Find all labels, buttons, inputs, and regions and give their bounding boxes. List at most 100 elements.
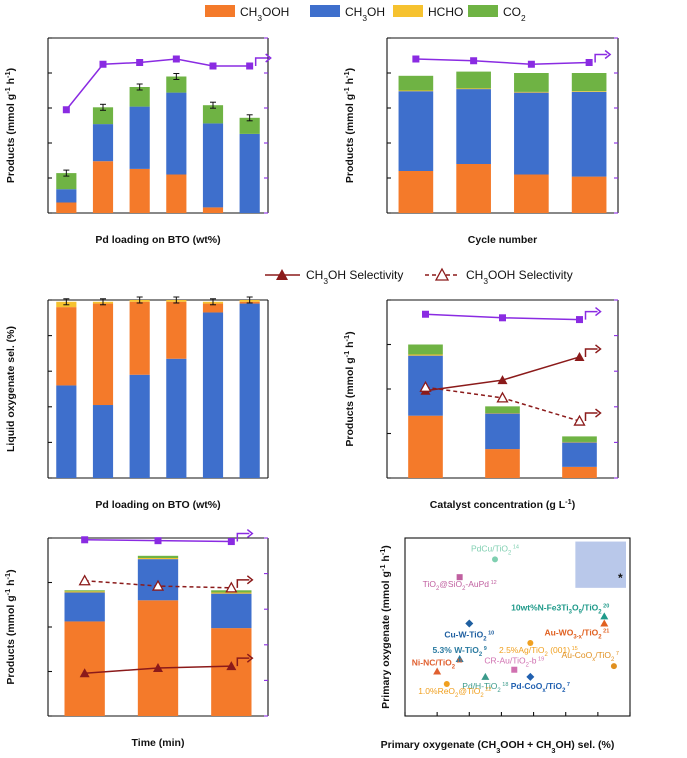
scatter-point	[526, 672, 535, 681]
legend-label-co2: CO2	[503, 5, 526, 23]
bar-ch3ooh	[456, 164, 491, 213]
axis-arrow-head	[595, 306, 602, 317]
scatter-label: Ni-NC/TiO2 11	[412, 658, 463, 671]
scatter-label: 2.5%Ag/TiO2 (001) 15	[499, 645, 578, 658]
panel-a: Products (mmol g-1 h-1) Pd loading on BTO…	[3, 37, 272, 246]
liquid-axis-arrow-head	[246, 653, 254, 663]
y-axis-label: Products (mmol g-1 h-1)	[3, 569, 18, 684]
bar-ch3oh	[398, 91, 434, 171]
bar-ch3oh	[485, 413, 520, 450]
mid-legend: CH3OH Selectivity CH3OOH Selectivity	[265, 267, 573, 286]
plot-frame	[404, 537, 631, 717]
bar-hcho	[485, 413, 520, 414]
scatter-label: TiO2@SiO2-AuPd 12	[423, 579, 497, 592]
bar-ch3ooh	[129, 168, 150, 213]
scatter-label: 10wt%N-Fe3Ti3O9/TiO2 20	[511, 602, 609, 615]
bar-hcho	[408, 354, 443, 356]
bar-co2	[202, 105, 224, 124]
legend-swatch-co2	[468, 5, 498, 17]
y-axis-label: Products (mmol g-1 h-1)	[342, 68, 357, 183]
scatter-label: 5.3% W-TiO2 9	[432, 645, 486, 658]
x-axis-label: Primary oxygenate (CH3OOH + CH3OH) sel. …	[381, 739, 615, 755]
selectivity-point	[576, 316, 583, 324]
bar-hcho	[562, 441, 597, 443]
bar-co2	[56, 173, 77, 190]
legend-label-ch3oh-sel: CH3OH Selectivity	[306, 268, 403, 286]
bar-ch3oh	[202, 123, 224, 208]
bar-ch3oh	[92, 405, 114, 478]
scatter-label: 1.0%ReO2@TiO2 22	[418, 686, 491, 699]
ch3ooh-selectivity-point	[151, 579, 165, 591]
axis-arrow	[236, 532, 250, 542]
scatter-label: Pd/H-TiO2 18	[462, 681, 508, 694]
bar-hcho	[456, 88, 491, 90]
axis-arrow-head	[265, 53, 272, 63]
bar-co2	[408, 344, 443, 355]
bar-ch3oh	[562, 442, 597, 467]
selectivity-point	[246, 62, 254, 70]
x-axis-label: Time (min)	[132, 737, 185, 749]
legend-label-ch3ooh: CH3OOH	[240, 5, 289, 23]
bar-co2	[571, 73, 607, 92]
selectivity-line	[65, 58, 250, 111]
y-axis-label: Primary oxygenate (mmol g-1 h-1)	[378, 545, 393, 709]
selectivity-point	[136, 59, 144, 66]
bar-co2	[398, 75, 434, 91]
selectivity-point	[499, 314, 506, 322]
bar-ch3oh	[166, 358, 187, 478]
panel-d: Products (mmol g-1 h-1) Catalyst concentr…	[342, 299, 619, 511]
ch3oh-selectivity-point	[226, 661, 237, 671]
bar-ch3oh	[137, 559, 179, 601]
selectivity-point	[470, 57, 478, 65]
bar-ch3oh	[211, 593, 252, 629]
bar-ch3ooh	[514, 174, 549, 213]
bar-ch3oh	[129, 374, 150, 478]
liquid-axis-arrow	[236, 657, 250, 667]
bar-co2	[137, 555, 179, 559]
y-axis-label: Products (mmol g-1 h-1)	[342, 331, 357, 446]
selectivity-point	[209, 62, 217, 70]
legend-swatch-ch3ooh	[205, 5, 235, 17]
bar-co2	[485, 406, 520, 414]
y-axis-label: Liquid oxygenate sel. (%)	[5, 326, 17, 452]
bar-co2	[166, 76, 187, 93]
bar-ch3ooh	[137, 600, 179, 716]
bar-ch3ooh	[202, 207, 224, 213]
ch3oh-selectivity-point	[497, 375, 508, 385]
axis-arrow	[254, 57, 268, 66]
bar-co2	[64, 590, 105, 592]
ch3ooh-selectivity-point	[496, 391, 509, 403]
bar-ch3ooh	[92, 161, 114, 213]
selectivity-point	[81, 536, 89, 544]
bar-ch3oh	[64, 592, 105, 622]
scatter-point	[456, 574, 463, 581]
scatter-point	[527, 640, 534, 647]
scatter-point	[600, 612, 609, 620]
liquid-axis-arrow	[236, 579, 250, 588]
bar-ch3ooh	[202, 303, 224, 313]
bar-ch3oh	[129, 106, 150, 169]
legend-marker-ch3ooh-sel	[434, 267, 450, 281]
bar-co2	[239, 117, 260, 134]
scatter-point	[443, 680, 450, 687]
scatter-label: Pd-CoOx/TiO2 7	[511, 681, 570, 694]
ch3ooh-selectivity-point	[419, 380, 432, 392]
bar-ch3ooh	[485, 449, 520, 478]
bar-ch3ooh	[398, 171, 434, 213]
panel-f: Primary oxygenate (mmol g-1 h-1) Primary …	[378, 537, 631, 755]
bar-ch3oh	[56, 189, 77, 203]
bar-ch3oh	[202, 312, 224, 478]
legend-label-hcho: HCHO	[428, 5, 463, 19]
liquid-axis-arrow	[584, 348, 598, 357]
selectivity-point	[62, 106, 70, 114]
selectivity-point	[154, 537, 162, 545]
bar-ch3oh	[92, 124, 114, 162]
legend-swatch-hcho	[393, 5, 423, 17]
ch3oh-selectivity-point	[574, 351, 585, 361]
bar-ch3ooh	[56, 202, 77, 213]
selectivity-point	[422, 310, 429, 318]
panel-c: Liquid oxygenate sel. (%) Pd loading on B…	[5, 296, 269, 511]
panel-b: Products (mmol g-1 h-1) Cycle number	[342, 37, 619, 246]
bar-ch3ooh	[56, 307, 77, 386]
